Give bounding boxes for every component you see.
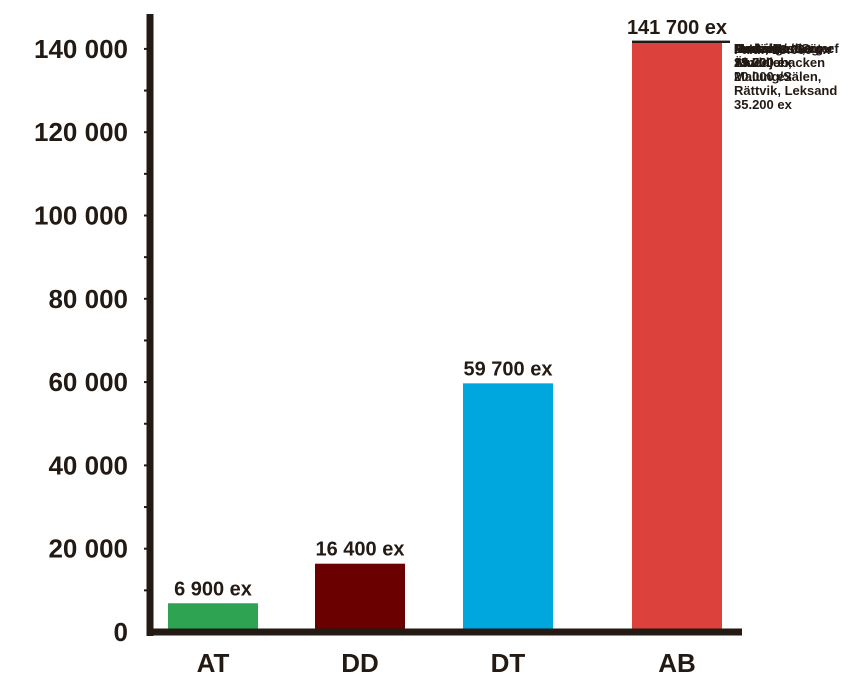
value-label-dt: 59 700 ex	[464, 358, 553, 380]
y-tick-label: 60 000	[48, 367, 128, 397]
category-label-dd: DD	[341, 648, 379, 678]
value-label-ab: 141 700 ex	[627, 17, 727, 39]
category-label-at: AT	[197, 648, 230, 678]
bar-ab	[632, 41, 722, 632]
value-label-dd: 16 400 ex	[316, 539, 405, 561]
segment-label: Mora, Orsa, Älvdalen, Malung/Sälen, Rättvik…	[734, 41, 837, 112]
y-tick-label: 80 000	[48, 284, 128, 314]
y-tick-label: 140 000	[34, 34, 128, 64]
segment-label: Falun 28.600 ex	[734, 42, 831, 57]
segment-label: Borlänge/Gagnef 29.000 ex	[734, 41, 839, 70]
value-label-at: 6 900 ex	[174, 578, 252, 600]
segment-label: Aveta/Norberg 15.700 ex	[734, 41, 823, 70]
segment-label: Ludvika/Smedjebacken 20.000 ex	[734, 41, 825, 84]
bar-at	[168, 603, 258, 632]
y-tick-label: 20 000	[48, 534, 128, 564]
y-tick-label: 100 000	[34, 201, 128, 231]
y-tick-label: 120 000	[34, 117, 128, 147]
segment-label: Hedemora/Säter 13.200 ex	[734, 41, 834, 70]
bar-dd	[315, 563, 405, 632]
y-tick-label: 0	[114, 617, 128, 647]
bar-dt	[463, 383, 553, 632]
category-label-dt: DT	[491, 648, 526, 678]
y-tick-label: 40 000	[48, 450, 128, 480]
category-label-ab: AB	[658, 648, 696, 678]
